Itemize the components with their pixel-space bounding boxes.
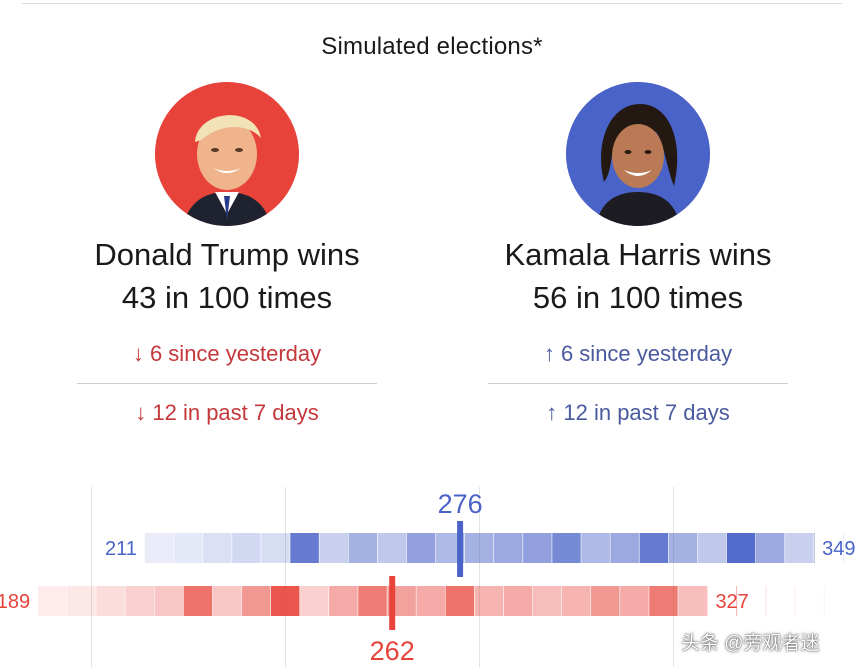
- harris-column: Kamala Harris wins 56 in 100 times ↑ 6 s…: [458, 82, 818, 426]
- harris-change-since-yesterday: ↑ 6 since yesterday: [543, 341, 733, 366]
- trump-heat-cell: [38, 586, 67, 616]
- trump-heat-cell: [474, 586, 504, 616]
- trump-heat-cell: [270, 586, 300, 616]
- harris-change-past-7-days: ↑ 12 in past 7 days: [546, 400, 730, 425]
- harris-median-marker: [457, 521, 464, 577]
- harris-wins-heading: Kamala Harris wins 56 in 100 times: [458, 233, 818, 319]
- harris-heat-cell: [406, 533, 436, 563]
- trump-heat-cell: [736, 586, 738, 616]
- trump-heat-cell: [416, 586, 445, 616]
- trump-max-label: 327: [715, 591, 748, 613]
- harris-heat-cell: [261, 533, 290, 563]
- harris-heat-cell: [144, 533, 174, 563]
- harris-heat-cell: [639, 533, 669, 563]
- harris-heat-cell: [319, 533, 348, 563]
- trump-heat-cell: [96, 586, 125, 616]
- harris-max-label: 349: [822, 538, 855, 560]
- trump-median-label: 262: [370, 636, 415, 666]
- trump-wins-count: 43 in 100 times: [121, 280, 333, 315]
- trump-heat-cell: [823, 586, 825, 616]
- trump-divider: [77, 383, 377, 384]
- trump-heat-cell: [532, 586, 562, 616]
- trump-heat-cell: [329, 586, 358, 616]
- trump-wins-name: Donald Trump wins: [94, 237, 360, 272]
- harris-heat-cell: [348, 533, 378, 563]
- trump-heat-cell: [765, 586, 767, 616]
- trump-heat-cell: [503, 586, 533, 616]
- harris-heat-cell: [785, 533, 814, 563]
- watermark: 头条 @旁观者迷: [681, 633, 820, 654]
- harris-heat-cell: [610, 533, 639, 563]
- harris-heat-cell: [814, 533, 815, 563]
- harris-heat-cell: [726, 533, 756, 563]
- harris-portrait-icon: [566, 82, 710, 226]
- trump-heat-cell: [183, 586, 213, 616]
- trump-avatar: [155, 82, 299, 226]
- trump-heat-cell: [445, 586, 475, 616]
- harris-avatar: [566, 82, 710, 226]
- harris-heat-cell: [523, 533, 552, 563]
- harris-wins-name: Kamala Harris wins: [504, 237, 772, 272]
- trump-heat-cell: [212, 586, 242, 616]
- harris-heat-cell: [668, 533, 698, 563]
- trump-wins-heading: Donald Trump wins 43 in 100 times: [47, 233, 407, 319]
- trump-heat-cell: [649, 586, 678, 616]
- harris-heat-cell: [581, 533, 610, 563]
- harris-median-label: 276: [438, 489, 483, 519]
- harris-heat-cell: [755, 533, 785, 563]
- top-divider: [22, 3, 842, 4]
- chart-title: Simulated elections*: [321, 33, 543, 60]
- harris-divider: [488, 383, 788, 384]
- harris-heat-cell: [464, 533, 494, 563]
- harris-heat-cell: [697, 533, 727, 563]
- trump-portrait-icon: [155, 82, 299, 226]
- trump-heat-cell: [125, 586, 154, 616]
- harris-heat-cell: [552, 533, 581, 563]
- trump-heat-cell: [707, 586, 708, 616]
- harris-heat-cell: [232, 533, 261, 563]
- harris-min-label: 211: [105, 538, 137, 560]
- trump-change-past-7-days: ↓ 12 in past 7 days: [135, 400, 319, 425]
- harris-heat-cell: [494, 533, 523, 563]
- harris-heat-cell: [377, 533, 407, 563]
- trump-heat-cell: [794, 586, 796, 616]
- trump-min-label: 189: [0, 591, 30, 613]
- trump-median-marker: [389, 576, 396, 630]
- trump-heat-cell: [154, 586, 184, 616]
- trump-heat-cell: [591, 586, 620, 616]
- trump-heat-cell: [678, 586, 707, 616]
- trump-heat-cell: [67, 586, 96, 616]
- trump-heat-cell: [358, 586, 387, 616]
- harris-heat-cell: [843, 533, 844, 563]
- trump-change-since-yesterday: ↓ 6 since yesterday: [132, 341, 322, 366]
- harris-heat-cell: [173, 533, 203, 563]
- harris-heat-cell: [203, 533, 232, 563]
- harris-heat-cell: [290, 533, 319, 563]
- trump-heat-cell: [241, 586, 271, 616]
- harris-wins-count: 56 in 100 times: [532, 280, 744, 315]
- trump-heat-cell: [300, 586, 329, 616]
- trump-column: Donald Trump wins 43 in 100 times ↓ 6 si…: [47, 82, 407, 426]
- trump-heat-cell: [561, 586, 591, 616]
- trump-heat-cell: [620, 586, 649, 616]
